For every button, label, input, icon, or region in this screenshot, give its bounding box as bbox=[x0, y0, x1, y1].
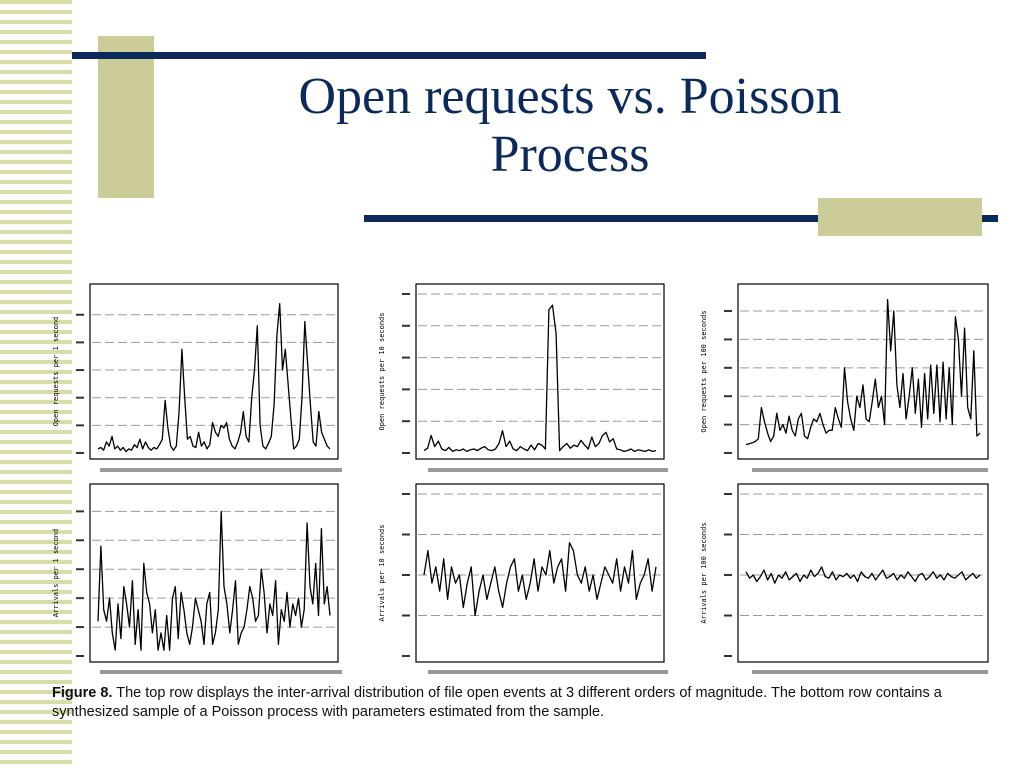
panel-frame bbox=[415, 483, 665, 663]
accent-line-bottom bbox=[364, 215, 998, 222]
caption-text: The top row displays the inter-arrival d… bbox=[52, 685, 942, 720]
panel-frame bbox=[737, 483, 989, 663]
slide-title: Open requests vs. Poisson Process bbox=[200, 68, 940, 184]
slide-title-line2: Process bbox=[490, 126, 650, 183]
series-line bbox=[745, 299, 981, 446]
panel-frame bbox=[415, 283, 665, 460]
series-line bbox=[423, 304, 657, 453]
y-axis-label: Open requests per 100 seconds bbox=[700, 310, 708, 432]
y-axis-label: Arrivals per 10 seconds bbox=[378, 525, 386, 622]
panel-frame bbox=[89, 483, 339, 663]
accent-line-top bbox=[72, 52, 706, 59]
x-axis-bar bbox=[752, 670, 988, 674]
y-axis-label: Arrivals per 100 seconds bbox=[700, 522, 708, 623]
accent-block-left bbox=[98, 36, 154, 198]
panel-frame bbox=[737, 283, 989, 460]
series-line bbox=[97, 510, 331, 651]
series-line bbox=[97, 303, 331, 453]
x-axis-bar bbox=[100, 670, 342, 674]
caption-label: Figure 8. bbox=[52, 685, 113, 701]
x-axis-bar bbox=[428, 670, 668, 674]
x-axis-bar bbox=[752, 468, 988, 472]
y-axis-label: Open requests per 10 seconds bbox=[378, 312, 386, 430]
y-axis-label: Open requests per 1 second bbox=[52, 317, 60, 427]
accent-block-right bbox=[818, 198, 982, 236]
decorative-stripes bbox=[0, 0, 72, 768]
panel-frame bbox=[89, 283, 339, 460]
slide-title-line1: Open requests vs. Poisson bbox=[298, 68, 842, 125]
y-axis-label: Arrivals per 1 second bbox=[52, 529, 60, 618]
x-axis-bar bbox=[100, 468, 342, 472]
figure-caption: Figure 8. The top row displays the inter… bbox=[52, 684, 997, 722]
series-line bbox=[745, 566, 981, 584]
x-axis-bar bbox=[428, 468, 668, 472]
series-line bbox=[423, 541, 657, 617]
